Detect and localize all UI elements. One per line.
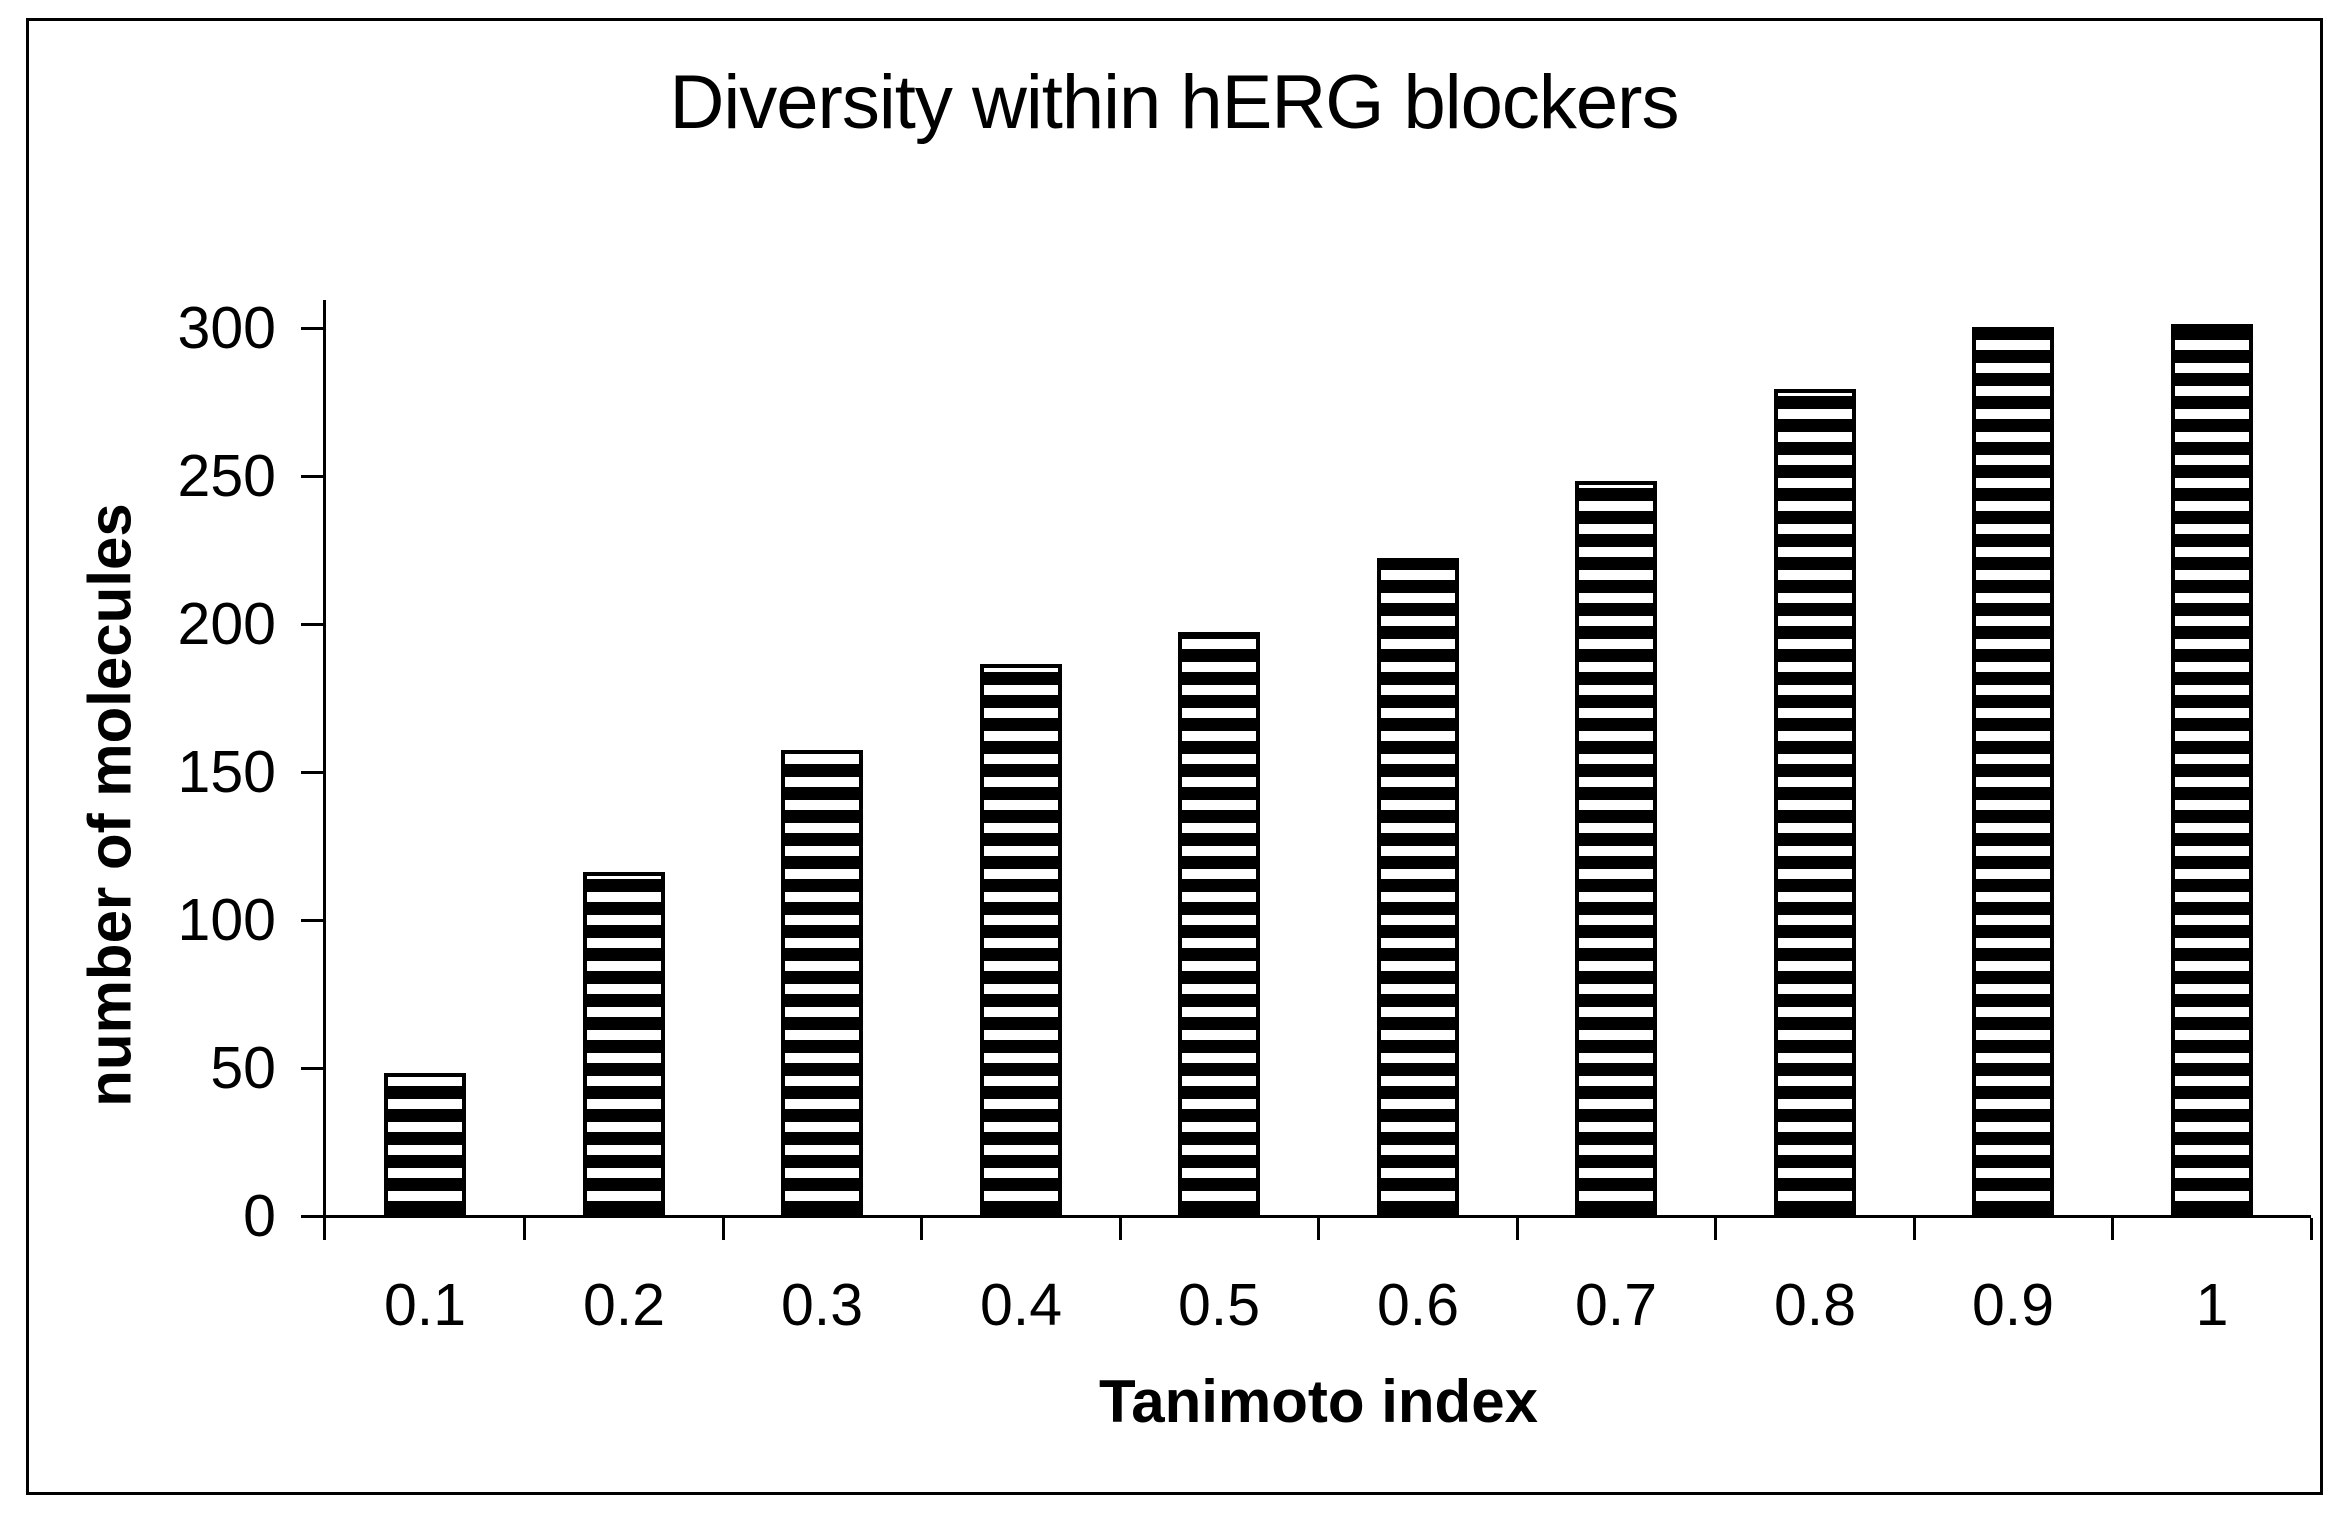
y-tick-label-150: 150 [177,739,276,805]
x-axis-title: Tanimoto index [1099,1368,1538,1435]
x-tick-label-0.8: 0.8 [1773,1272,1857,1338]
x-tick [1913,1218,1916,1240]
bar-0.8 [1774,389,1856,1218]
x-tick [722,1218,725,1240]
bar-0.2 [583,872,665,1218]
bar-0.9 [1972,327,2054,1218]
bar-0.5 [1178,632,1260,1218]
x-tick [2310,1218,2313,1240]
y-tick-label-250: 250 [177,443,276,509]
x-tick [1714,1218,1717,1240]
x-tick-label-0.3: 0.3 [780,1272,864,1338]
x-tick [523,1218,526,1240]
x-tick [1317,1218,1320,1240]
y-tick-label-0: 0 [243,1183,276,1249]
chart-title: Diversity within hERG blockers [669,60,1680,145]
x-tick [1516,1218,1519,1240]
y-tick [301,919,323,922]
y-tick-label-200: 200 [177,591,276,657]
y-tick [301,475,323,478]
bar-0.1 [384,1073,466,1218]
x-tick-label-0.5: 0.5 [1177,1272,1261,1338]
x-tick-label-1: 1 [2195,1272,2229,1338]
x-tick [2111,1218,2114,1240]
y-axis-title: number of molecules [76,503,144,1107]
x-tick-label-0.7: 0.7 [1574,1272,1658,1338]
x-tick-label-0.6: 0.6 [1376,1272,1460,1338]
x-tick-label-0.4: 0.4 [979,1272,1063,1338]
bar-1 [2171,324,2253,1218]
x-tick-label-0.9: 0.9 [1971,1272,2055,1338]
bar-0.3 [781,750,863,1218]
x-tick [920,1218,923,1240]
bar-0.6 [1377,558,1459,1218]
x-tick [1119,1218,1122,1240]
y-tick-label-100: 100 [177,887,276,953]
y-axis-line [323,300,326,1240]
y-tick [301,1215,323,1218]
y-tick-label-50: 50 [210,1035,276,1101]
bar-0.4 [980,664,1062,1218]
bar-0.7 [1575,481,1657,1218]
y-tick [301,1067,323,1070]
x-tick-label-0.1: 0.1 [383,1272,467,1338]
x-tick-label-0.2: 0.2 [582,1272,666,1338]
y-tick-label-300: 300 [177,295,276,361]
y-tick [301,771,323,774]
y-tick [301,327,323,330]
figure-border [26,18,2323,1495]
y-tick [301,623,323,626]
x-axis-line [323,1215,2311,1218]
